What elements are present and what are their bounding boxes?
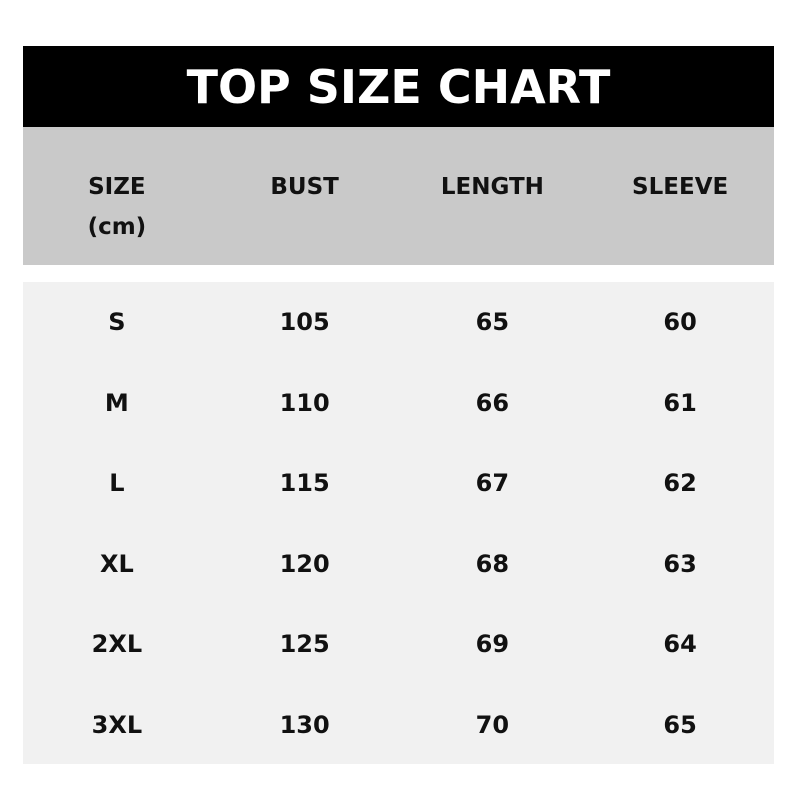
cell-bust: 120 — [279, 549, 330, 578]
cell-size: S — [108, 308, 126, 337]
table-row: XL 120 68 63 — [23, 524, 774, 605]
cell-length: 66 — [475, 388, 510, 417]
cell-length: 69 — [475, 630, 510, 659]
cell-sleeve: 63 — [663, 549, 697, 578]
cell-bust: 115 — [279, 469, 330, 498]
cell-sleeve: 64 — [663, 630, 697, 659]
cell-size: XL — [99, 549, 134, 578]
header-sleeve: SLEEVE — [632, 174, 729, 200]
header-size: SIZE (cm) — [23, 127, 211, 265]
table-row: 3XL 130 70 65 — [23, 685, 774, 766]
cell-sleeve: 60 — [663, 308, 697, 337]
chart-title: TOP SIZE CHART — [23, 46, 774, 127]
cell-bust: 105 — [279, 308, 330, 337]
cell-size: 2XL — [91, 630, 143, 659]
cell-bust: 125 — [279, 630, 330, 659]
header-size-unit: (cm) — [87, 214, 147, 240]
header-length: LENGTH — [440, 174, 544, 200]
cell-length: 65 — [475, 308, 510, 337]
cell-length: 68 — [475, 549, 510, 578]
cell-bust: 130 — [279, 710, 330, 739]
cell-size: M — [104, 388, 129, 417]
cell-bust: 110 — [279, 388, 330, 417]
cell-size: L — [109, 469, 125, 498]
cell-sleeve: 62 — [663, 469, 697, 498]
table-row: 2XL 125 69 64 — [23, 604, 774, 685]
cell-sleeve: 65 — [663, 710, 697, 739]
cell-sleeve: 61 — [663, 388, 697, 417]
header-bust: BUST — [270, 174, 339, 200]
cell-length: 70 — [475, 710, 510, 739]
table-row: S 105 65 60 — [23, 282, 774, 363]
cell-length: 67 — [475, 469, 510, 498]
cell-size: 3XL — [91, 710, 143, 739]
header-size-label: SIZE — [88, 174, 146, 200]
header-row: SIZE (cm) BUST LENGTH SLEEVE — [23, 127, 774, 265]
size-chart: TOP SIZE CHART SIZE (cm) BUST LENGTH SLE… — [23, 46, 774, 764]
table-row: L 115 67 62 — [23, 443, 774, 524]
table-row: M 110 66 61 — [23, 363, 774, 444]
table-body: S 105 65 60 M 110 66 61 L 115 67 62 XL 120 68 63 2XL 125 6… — [23, 282, 774, 764]
